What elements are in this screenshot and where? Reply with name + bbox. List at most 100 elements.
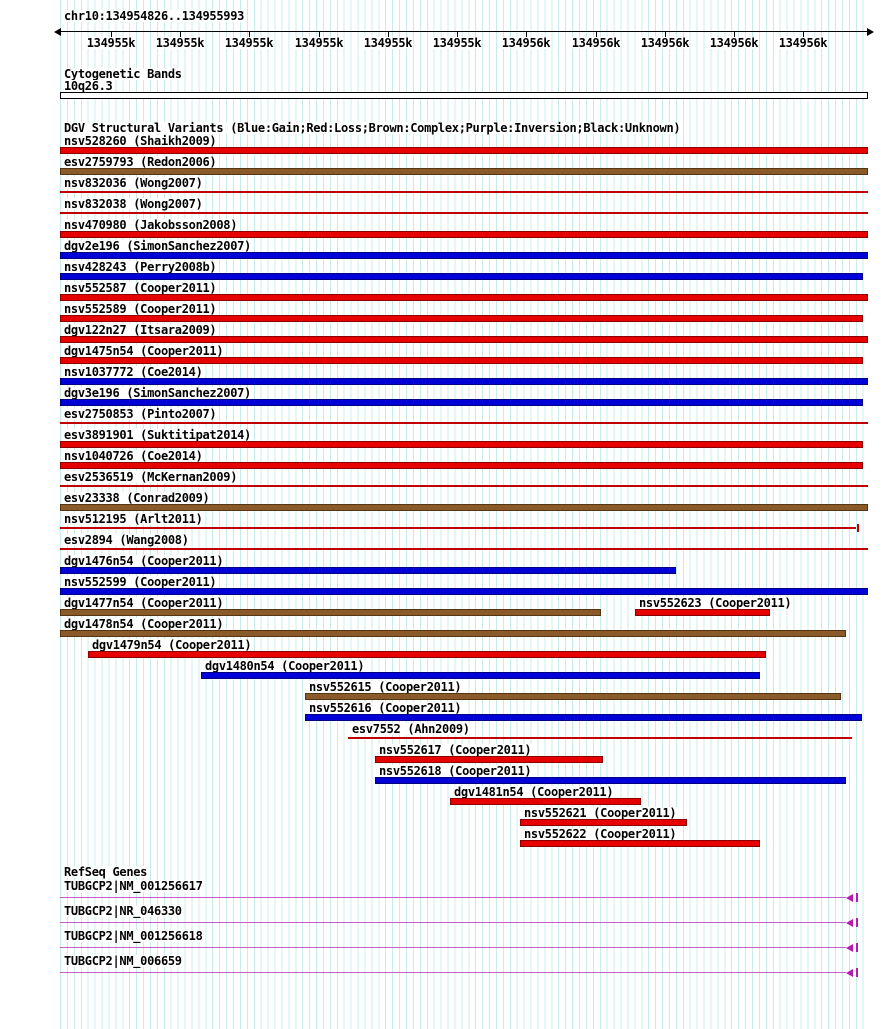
variant-bar-loss[interactable] [60,357,863,364]
ruler-tick-label: 134955k [431,36,483,50]
ruler-tick [111,32,112,37]
variant-label[interactable]: esv23338 (Conrad2009) [62,491,212,505]
variant-label[interactable]: dgv1476n54 (Cooper2011) [62,554,226,568]
variant-bar-loss[interactable] [88,651,766,658]
cytoband-name: 10q26.3 [62,79,115,93]
variant-label[interactable]: nsv552621 (Cooper2011) [522,806,679,820]
variant-label[interactable]: dgv3e196 (SimonSanchez2007) [62,386,253,400]
variant-label[interactable]: esv7552 (Ahn2009) [350,722,472,736]
cytoband-track[interactable] [60,92,868,99]
variant-label[interactable]: esv3891901 (Suktitipat2014) [62,428,253,442]
variant-label[interactable]: dgv1477n54 (Cooper2011) [62,596,226,610]
variant-label[interactable]: nsv552599 (Cooper2011) [62,575,219,589]
variant-bar-gain[interactable] [60,399,863,406]
variant-label[interactable]: dgv2e196 (SimonSanchez2007) [62,239,253,253]
variant-label[interactable]: esv2759793 (Redon2006) [62,155,219,169]
variant-bar-loss[interactable] [60,294,868,301]
variant-bar-gain[interactable] [60,567,676,574]
ruler-axis [60,31,868,32]
variant-bar-gain[interactable] [375,777,846,784]
variant-bar-loss[interactable] [635,609,770,616]
ruler-tick-label: 134955k [223,36,275,50]
variant-bar-gain[interactable] [60,588,868,595]
variant-bar-thin[interactable] [348,737,852,739]
gene-label[interactable]: TUBGCP2|NM_001256617 [62,879,205,893]
variant-bar-gain[interactable] [60,273,863,280]
variant-label[interactable]: nsv552616 (Cooper2011) [307,701,464,715]
variant-bar-gain[interactable] [305,714,862,721]
gene-line[interactable] [60,897,846,898]
variant-label[interactable]: nsv552622 (Cooper2011) [522,827,679,841]
variant-bar-loss[interactable] [60,336,868,343]
variant-bar-complex[interactable] [60,168,868,175]
variant-bar-thin[interactable] [60,527,856,529]
variant-label[interactable]: nsv512195 (Arlt2011) [62,512,205,526]
variant-bar-gain[interactable] [201,672,760,679]
gene-end-bar [856,893,858,902]
gene-end-bar [856,918,858,927]
variant-label[interactable]: dgv122n27 (Itsara2009) [62,323,219,337]
variant-bar-loss[interactable] [60,462,863,469]
variant-label[interactable]: nsv832038 (Wong2007) [62,197,205,211]
variant-bar-complex[interactable] [60,630,846,637]
variant-bar-thin[interactable] [60,191,868,193]
cytogenetic-bands-title: Cytogenetic Bands [62,67,184,81]
variant-bar-gain[interactable] [60,378,868,385]
variant-bar-gain[interactable] [60,252,868,259]
variant-bar-complex[interactable] [60,609,601,616]
position-label: chr10:134954826..134955993 [62,9,247,23]
ruler-right-arrow-icon [867,28,874,36]
gene-end-bar [856,943,858,952]
variant-label[interactable]: nsv428243 (Perry2008b) [62,260,219,274]
variant-label[interactable]: nsv552615 (Cooper2011) [307,680,464,694]
variant-label[interactable]: esv2536519 (McKernan2009) [62,470,240,484]
variant-label[interactable]: dgv1481n54 (Cooper2011) [452,785,616,799]
gene-label[interactable]: TUBGCP2|NR_046330 [62,904,184,918]
gene-strand-arrow-icon [846,894,853,902]
variant-label[interactable]: dgv1480n54 (Cooper2011) [203,659,367,673]
variant-label[interactable]: nsv1037772 (Coe2014) [62,365,205,379]
variant-bar-thin[interactable] [60,485,868,487]
variant-bar-loss[interactable] [60,315,863,322]
gene-line[interactable] [60,947,846,948]
variant-bar-loss[interactable] [60,231,868,238]
gene-strand-arrow-icon [846,919,853,927]
gene-label[interactable]: TUBGCP2|NM_001256618 [62,929,205,943]
ruler-left-arrow-icon [54,28,61,36]
variant-label[interactable]: esv2750853 (Pinto2007) [62,407,219,421]
gene-end-bar [856,968,858,977]
variant-bar-loss[interactable] [60,147,868,154]
variant-label[interactable]: nsv552618 (Cooper2011) [377,764,534,778]
ruler-tick-label: 134955k [362,36,414,50]
ruler-tick [734,32,735,37]
ruler-tick [319,32,320,37]
variant-bar-loss[interactable] [520,840,760,847]
ruler-tick [803,32,804,37]
variant-bar-complex[interactable] [60,504,868,511]
variant-label[interactable]: nsv1040726 (Coe2014) [62,449,205,463]
variant-bar-loss[interactable] [60,441,863,448]
gene-line[interactable] [60,922,846,923]
variant-bar-thin[interactable] [60,422,868,424]
variant-label[interactable]: dgv1478n54 (Cooper2011) [62,617,226,631]
variant-bar-loss[interactable] [375,756,603,763]
variant-bar-thin[interactable] [60,548,868,550]
variant-label[interactable]: nsv528260 (Shaikh2009) [62,134,219,148]
ruler-tick [180,32,181,37]
gene-line[interactable] [60,972,846,973]
variant-label[interactable]: dgv1479n54 (Cooper2011) [90,638,254,652]
variant-label[interactable]: nsv552617 (Cooper2011) [377,743,534,757]
variant-bar-loss[interactable] [450,798,641,805]
variant-bar-loss[interactable] [520,819,687,826]
variant-label[interactable]: nsv552587 (Cooper2011) [62,281,219,295]
gene-label[interactable]: TUBGCP2|NM_006659 [62,954,184,968]
variant-label[interactable]: nsv552589 (Cooper2011) [62,302,219,316]
variant-label[interactable]: dgv1475n54 (Cooper2011) [62,344,226,358]
variant-label[interactable]: esv2894 (Wang2008) [62,533,191,547]
ruler-tick-label: 134956k [777,36,829,50]
variant-label[interactable]: nsv470980 (Jakobsson2008) [62,218,240,232]
variant-label[interactable]: nsv832036 (Wong2007) [62,176,205,190]
variant-label[interactable]: nsv552623 (Cooper2011) [637,596,794,610]
variant-bar-complex[interactable] [305,693,841,700]
variant-bar-thin[interactable] [60,212,868,214]
